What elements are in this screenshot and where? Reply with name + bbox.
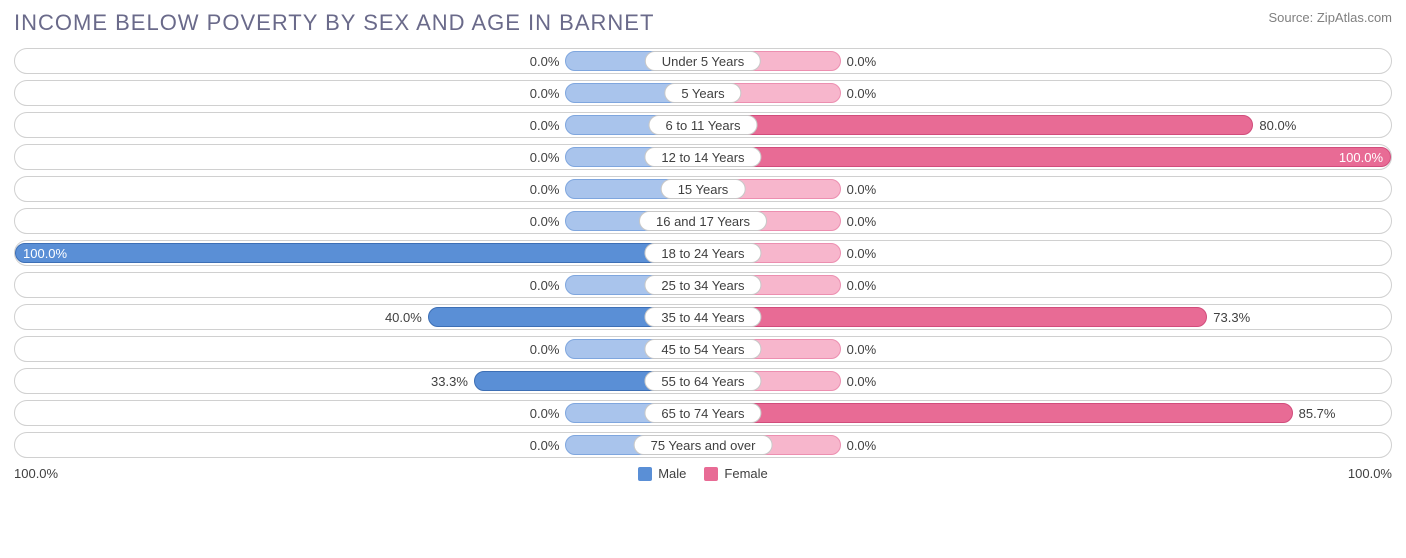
female-value-label: 0.0% (847, 369, 877, 393)
category-label: 18 to 24 Years (644, 243, 761, 263)
axis-left-label: 100.0% (14, 466, 58, 481)
legend-swatch (638, 467, 652, 481)
female-value-label: 0.0% (847, 49, 877, 73)
category-label: 16 and 17 Years (639, 211, 767, 231)
female-half: 0.0% (703, 81, 1391, 105)
male-half: 0.0% (15, 433, 703, 457)
female-value-label: 0.0% (847, 241, 877, 265)
female-half: 80.0% (703, 113, 1391, 137)
legend-swatch (704, 467, 718, 481)
category-label: 45 to 54 Years (644, 339, 761, 359)
male-half: 0.0% (15, 81, 703, 105)
female-half: 0.0% (703, 209, 1391, 233)
female-value-label: 0.0% (847, 337, 877, 361)
chart-footer: 100.0% Male Female 100.0% (14, 466, 1392, 481)
female-value-bar (703, 115, 1253, 135)
male-value-label: 0.0% (530, 433, 560, 457)
category-label: 12 to 14 Years (644, 147, 761, 167)
male-half: 0.0% (15, 145, 703, 169)
male-half: 0.0% (15, 113, 703, 137)
female-half: 0.0% (703, 177, 1391, 201)
chart-row: 0.0% 0.0% 15 Years (14, 176, 1392, 202)
male-half: 0.0% (15, 273, 703, 297)
female-value-label: 0.0% (847, 273, 877, 297)
male-value-label: 0.0% (530, 337, 560, 361)
chart-row: 0.0% 85.7% 65 to 74 Years (14, 400, 1392, 426)
chart-row: 0.0% 0.0% 16 and 17 Years (14, 208, 1392, 234)
category-label: 65 to 74 Years (644, 403, 761, 423)
female-value-bar (703, 147, 1391, 167)
female-value-label: 0.0% (847, 81, 877, 105)
category-label: 75 Years and over (634, 435, 773, 455)
male-value-label: 0.0% (530, 145, 560, 169)
male-value-label: 0.0% (530, 177, 560, 201)
female-half: 0.0% (703, 369, 1391, 393)
legend: Male Female (638, 466, 768, 481)
category-label: 6 to 11 Years (649, 115, 758, 135)
category-label: Under 5 Years (645, 51, 761, 71)
male-value-label: 0.0% (530, 209, 560, 233)
chart-source: Source: ZipAtlas.com (1268, 10, 1392, 25)
female-value-label: 85.7% (1299, 401, 1336, 425)
female-value-label: 0.0% (847, 209, 877, 233)
female-half: 0.0% (703, 433, 1391, 457)
chart-row: 0.0% 100.0% 12 to 14 Years (14, 144, 1392, 170)
chart-header: INCOME BELOW POVERTY BY SEX AND AGE IN B… (14, 10, 1392, 36)
legend-label: Male (658, 466, 686, 481)
legend-item: Male (638, 466, 686, 481)
female-half: 100.0% (703, 145, 1391, 169)
male-value-label: 0.0% (530, 49, 560, 73)
axis-right-label: 100.0% (1348, 466, 1392, 481)
male-half: 100.0% (15, 241, 703, 265)
female-half: 0.0% (703, 273, 1391, 297)
chart-container: INCOME BELOW POVERTY BY SEX AND AGE IN B… (0, 0, 1406, 489)
male-value-bar (15, 243, 703, 263)
chart-row: 0.0% 0.0% 25 to 34 Years (14, 272, 1392, 298)
chart-row: 0.0% 0.0% 5 Years (14, 80, 1392, 106)
male-half: 0.0% (15, 177, 703, 201)
female-half: 85.7% (703, 401, 1391, 425)
chart-row: 0.0% 0.0% Under 5 Years (14, 48, 1392, 74)
female-value-bar (703, 403, 1293, 423)
female-half: 0.0% (703, 241, 1391, 265)
chart-title: INCOME BELOW POVERTY BY SEX AND AGE IN B… (14, 10, 654, 36)
female-half: 73.3% (703, 305, 1391, 329)
male-half: 0.0% (15, 209, 703, 233)
male-value-label: 0.0% (530, 81, 560, 105)
female-half: 0.0% (703, 49, 1391, 73)
female-half: 0.0% (703, 337, 1391, 361)
male-half: 40.0% (15, 305, 703, 329)
chart-row: 0.0% 80.0% 6 to 11 Years (14, 112, 1392, 138)
male-value-label: 100.0% (23, 241, 67, 265)
legend-item: Female (704, 466, 767, 481)
male-value-label: 0.0% (530, 113, 560, 137)
female-value-label: 0.0% (847, 433, 877, 457)
chart-row: 33.3% 0.0% 55 to 64 Years (14, 368, 1392, 394)
female-value-label: 73.3% (1213, 305, 1250, 329)
female-value-label: 80.0% (1259, 113, 1296, 137)
male-value-label: 33.3% (431, 369, 468, 393)
male-half: 0.0% (15, 401, 703, 425)
category-label: 25 to 34 Years (644, 275, 761, 295)
male-value-label: 0.0% (530, 273, 560, 297)
chart-row: 40.0% 73.3% 35 to 44 Years (14, 304, 1392, 330)
legend-label: Female (724, 466, 767, 481)
male-half: 0.0% (15, 49, 703, 73)
female-value-bar (703, 307, 1207, 327)
category-label: 15 Years (661, 179, 746, 199)
category-label: 55 to 64 Years (644, 371, 761, 391)
female-value-label: 0.0% (847, 177, 877, 201)
category-label: 35 to 44 Years (644, 307, 761, 327)
chart-rows: 0.0%0.0%Under 5 Years0.0%0.0%5 Years0.0%… (14, 48, 1392, 458)
female-value-label: 100.0% (1339, 145, 1383, 169)
chart-row: 100.0% 0.0% 18 to 24 Years (14, 240, 1392, 266)
male-value-label: 0.0% (530, 401, 560, 425)
male-half: 33.3% (15, 369, 703, 393)
male-value-label: 40.0% (385, 305, 422, 329)
chart-row: 0.0% 0.0% 75 Years and over (14, 432, 1392, 458)
male-half: 0.0% (15, 337, 703, 361)
category-label: 5 Years (664, 83, 741, 103)
chart-row: 0.0% 0.0% 45 to 54 Years (14, 336, 1392, 362)
